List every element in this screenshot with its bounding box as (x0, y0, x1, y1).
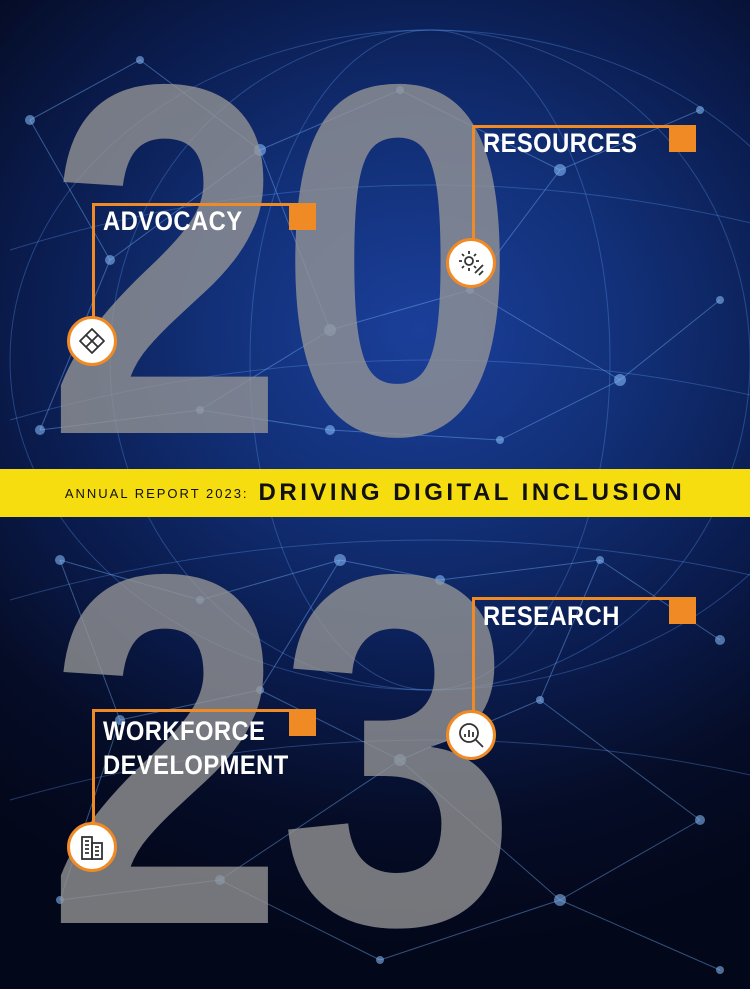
pillar-label-development: DEVELOPMENT (103, 750, 289, 780)
pillar-label-workforce: WORKFORCE (103, 716, 266, 746)
pillar-label-advocacy: ADVOCACY (103, 206, 243, 236)
connector-line (92, 203, 292, 206)
report-title: DRIVING DIGITAL INCLUSION (258, 479, 686, 506)
accent-square (289, 203, 316, 230)
pillar-label-research: RESEARCH (483, 601, 620, 631)
connector-line (472, 597, 672, 600)
connector-line (92, 709, 292, 712)
connector-line (92, 709, 95, 825)
accent-square (669, 125, 696, 152)
connector-line (92, 203, 95, 319)
magnifier-chart-icon (446, 710, 496, 760)
year-numerals-top: 20 (46, 0, 517, 539)
accent-square (289, 709, 316, 736)
connector-line (472, 125, 475, 241)
buildings-icon (67, 822, 117, 872)
connector-line (472, 125, 672, 128)
accent-square (669, 597, 696, 624)
pillar-label-resources: RESOURCES (483, 128, 638, 158)
hands-network-icon (67, 316, 117, 366)
title-banner: ANNUAL REPORT 2023: DRIVING DIGITAL INCL… (0, 469, 750, 517)
connector-line (472, 597, 475, 713)
banner-prefix: ANNUAL REPORT 2023: (64, 485, 249, 501)
year-numerals-bottom: 23 (46, 470, 517, 989)
gear-tools-icon (446, 238, 496, 288)
